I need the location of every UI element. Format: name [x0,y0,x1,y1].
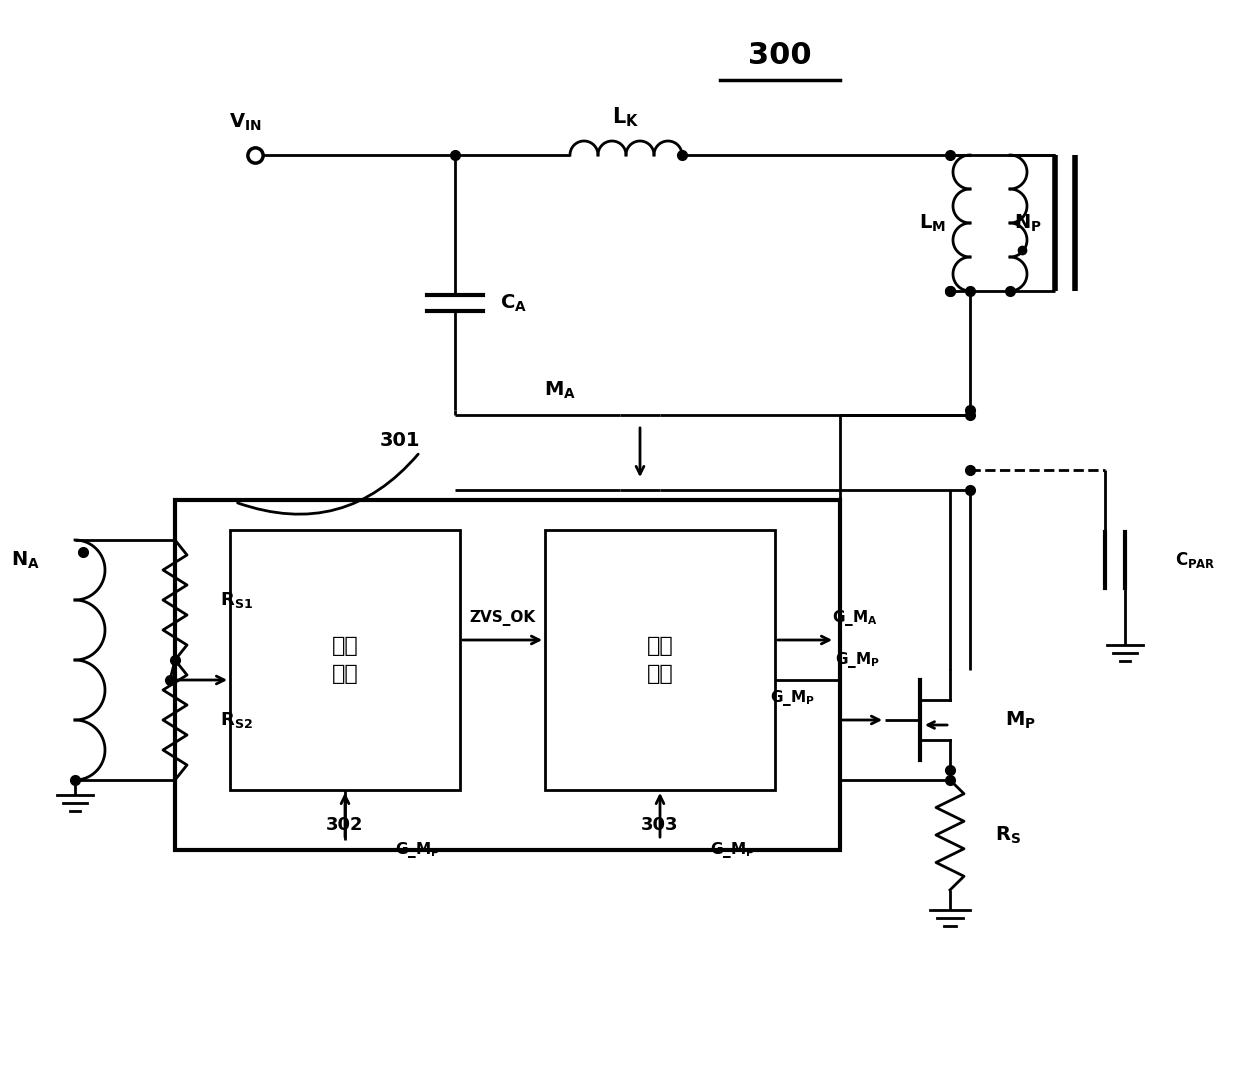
Text: $\mathbf{M_P}$: $\mathbf{M_P}$ [1004,710,1035,731]
Text: 300: 300 [748,41,812,69]
Text: $\mathbf{C_{PAR}}$: $\mathbf{C_{PAR}}$ [1176,550,1215,570]
Bar [546,530,775,790]
Text: $\mathbf{N_P}$: $\mathbf{N_P}$ [1014,212,1042,234]
Bar [229,530,460,790]
Text: $\mathbf{G\_M_P}$: $\mathbf{G\_M_P}$ [770,688,815,708]
Text: $\mathbf{N_A}$: $\mathbf{N_A}$ [11,550,40,571]
Text: $\mathbf{G\_M_P}$: $\mathbf{G\_M_P}$ [711,840,755,860]
Text: $\mathbf{V_{IN}}$: $\mathbf{V_{IN}}$ [228,112,262,133]
Text: 303: 303 [641,816,678,834]
Text: 301: 301 [379,430,420,449]
Text: $\mathbf{M_A}$: $\mathbf{M_A}$ [544,380,577,400]
Text: $\mathbf{G\_M_A}$: $\mathbf{G\_M_A}$ [832,608,878,628]
Bar [175,500,839,850]
Text: $\mathbf{R_S}$: $\mathbf{R_S}$ [994,825,1021,846]
Text: $\mathbf{L_K}$: $\mathbf{L_K}$ [613,106,640,129]
Text: $\mathbf{R_{S2}}$: $\mathbf{R_{S2}}$ [219,710,253,730]
Text: 控制
单元: 控制 单元 [646,636,673,684]
Text: $\mathbf{G\_M_P}$: $\mathbf{G\_M_P}$ [835,650,880,670]
Text: $\mathbf{C_A}$: $\mathbf{C_A}$ [500,292,527,314]
Text: $\mathbf{L_M}$: $\mathbf{L_M}$ [919,212,945,234]
Text: $\mathbf{R_{S1}}$: $\mathbf{R_{S1}}$ [219,590,253,610]
Text: 302: 302 [326,816,363,834]
Text: ZVS_OK: ZVS_OK [469,610,536,626]
Text: $\mathbf{G\_M_P}$: $\mathbf{G\_M_P}$ [396,840,440,860]
Text: 检测
单元: 检测 单元 [331,636,358,684]
